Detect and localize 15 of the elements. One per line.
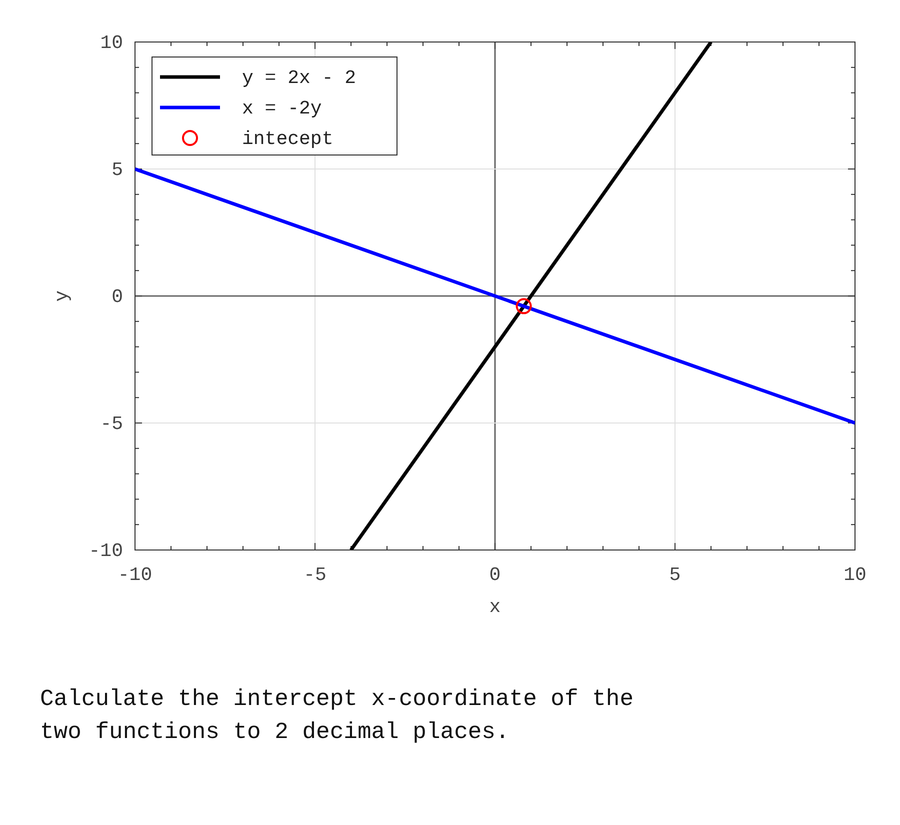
y-tick-label: -5 xyxy=(100,413,123,435)
y-tick-label: 0 xyxy=(112,286,123,308)
legend-label: x = -2y xyxy=(242,98,322,120)
y-axis-title: y xyxy=(51,290,73,302)
legend-label: y = 2x - 2 xyxy=(242,67,356,89)
x-tick-label: 10 xyxy=(844,564,866,586)
x-axis-title: x xyxy=(489,596,501,618)
x-tick-label: 0 xyxy=(489,564,501,586)
legend-label: intecept xyxy=(242,128,334,150)
y-tick-label: -10 xyxy=(88,540,123,562)
x-tick-label: 5 xyxy=(669,564,681,586)
y-tick-label: 10 xyxy=(100,32,123,54)
y-tick-label: 5 xyxy=(112,159,123,181)
x-tick-label: -5 xyxy=(304,564,326,586)
text: Calculate the intercept x-coordinate of the two functions to 2 decimal places. xyxy=(40,686,634,745)
